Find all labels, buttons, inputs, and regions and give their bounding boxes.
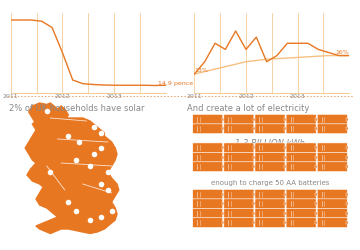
Bar [315, 118, 317, 121]
FancyBboxPatch shape [286, 162, 316, 172]
FancyBboxPatch shape [286, 124, 316, 134]
FancyBboxPatch shape [255, 190, 285, 199]
FancyBboxPatch shape [224, 143, 254, 153]
Bar [253, 146, 255, 149]
FancyBboxPatch shape [224, 208, 254, 218]
Bar [346, 118, 348, 121]
FancyBboxPatch shape [255, 124, 285, 134]
Bar [346, 127, 348, 130]
FancyBboxPatch shape [193, 114, 223, 124]
Bar [346, 212, 348, 215]
Text: And create a lot of electricity: And create a lot of electricity [187, 104, 310, 113]
FancyBboxPatch shape [193, 162, 223, 172]
Bar [315, 156, 317, 159]
Bar [253, 127, 255, 130]
Bar [253, 221, 255, 224]
FancyBboxPatch shape [193, 152, 223, 162]
Bar [222, 221, 224, 224]
Text: 2% of UK households have solar: 2% of UK households have solar [9, 104, 144, 113]
FancyBboxPatch shape [193, 190, 223, 199]
Text: 14.9 pence: 14.9 pence [158, 81, 193, 86]
FancyBboxPatch shape [255, 114, 285, 124]
Bar [222, 212, 224, 215]
FancyBboxPatch shape [193, 208, 223, 218]
FancyBboxPatch shape [255, 218, 285, 228]
Bar [346, 221, 348, 224]
Bar [284, 165, 286, 168]
Bar [222, 127, 224, 130]
FancyBboxPatch shape [224, 199, 254, 208]
Bar [315, 193, 317, 196]
FancyBboxPatch shape [317, 162, 347, 172]
FancyBboxPatch shape [317, 152, 347, 162]
Bar [346, 202, 348, 205]
FancyBboxPatch shape [224, 190, 254, 199]
Bar [315, 165, 317, 168]
FancyBboxPatch shape [317, 124, 347, 134]
Bar [222, 202, 224, 205]
Bar [315, 212, 317, 215]
Bar [253, 212, 255, 215]
Bar [284, 146, 286, 149]
FancyBboxPatch shape [224, 124, 254, 134]
FancyBboxPatch shape [317, 190, 347, 199]
Bar [284, 193, 286, 196]
FancyBboxPatch shape [255, 162, 285, 172]
Bar [284, 156, 286, 159]
FancyBboxPatch shape [193, 218, 223, 228]
FancyBboxPatch shape [286, 208, 316, 218]
FancyBboxPatch shape [286, 190, 316, 199]
FancyBboxPatch shape [193, 143, 223, 153]
Text: 16%: 16% [336, 50, 349, 55]
Text: 13%: 13% [194, 68, 208, 73]
Bar [284, 221, 286, 224]
FancyBboxPatch shape [224, 152, 254, 162]
Bar [253, 202, 255, 205]
Bar [346, 165, 348, 168]
Bar [222, 165, 224, 168]
FancyBboxPatch shape [317, 143, 347, 153]
FancyBboxPatch shape [286, 114, 316, 124]
Text: enough to charge 50 AA batteries
for each UK household, every day!: enough to charge 50 AA batteries for eac… [210, 180, 330, 195]
FancyBboxPatch shape [224, 162, 254, 172]
FancyBboxPatch shape [317, 218, 347, 228]
FancyBboxPatch shape [193, 199, 223, 208]
Bar [253, 165, 255, 168]
FancyBboxPatch shape [224, 218, 254, 228]
FancyBboxPatch shape [255, 199, 285, 208]
FancyBboxPatch shape [317, 199, 347, 208]
FancyBboxPatch shape [286, 199, 316, 208]
Bar [315, 202, 317, 205]
FancyBboxPatch shape [286, 143, 316, 153]
FancyBboxPatch shape [255, 208, 285, 218]
Bar [315, 127, 317, 130]
FancyBboxPatch shape [317, 208, 347, 218]
Bar [253, 156, 255, 159]
Bar [346, 193, 348, 196]
FancyBboxPatch shape [286, 152, 316, 162]
Polygon shape [25, 114, 119, 234]
Bar [222, 193, 224, 196]
Bar [315, 221, 317, 224]
Text: 1.3 BILLION kWh: 1.3 BILLION kWh [235, 139, 305, 148]
Bar [346, 146, 348, 149]
Bar [284, 127, 286, 130]
Bar [315, 146, 317, 149]
Bar [284, 118, 286, 121]
Bar [253, 118, 255, 121]
Bar [346, 156, 348, 159]
FancyBboxPatch shape [286, 218, 316, 228]
FancyBboxPatch shape [255, 152, 285, 162]
FancyBboxPatch shape [193, 124, 223, 134]
FancyBboxPatch shape [317, 114, 347, 124]
Bar [253, 193, 255, 196]
Bar [222, 118, 224, 121]
Bar [222, 146, 224, 149]
Bar [284, 202, 286, 205]
Polygon shape [29, 103, 68, 124]
FancyBboxPatch shape [255, 143, 285, 153]
FancyBboxPatch shape [224, 114, 254, 124]
Bar [284, 212, 286, 215]
Bar [222, 156, 224, 159]
